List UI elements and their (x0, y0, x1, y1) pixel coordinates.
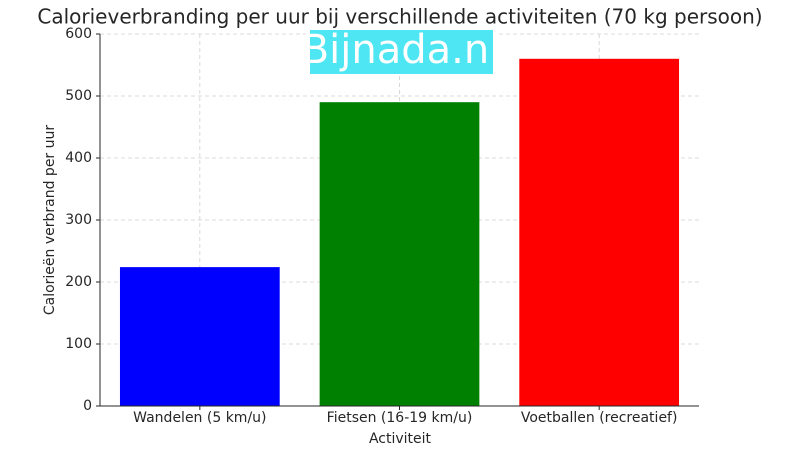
y-axis-label: Calorieën verbrand per uur (42, 125, 58, 316)
x-tick-label: Wandelen (5 km/u) (133, 410, 266, 426)
y-tick-label: 300 (65, 212, 92, 228)
watermark-background (310, 30, 493, 74)
y-tick-label: 0 (83, 398, 92, 414)
x-axis-label: Activiteit (369, 431, 432, 447)
y-tick-label: 200 (65, 274, 92, 290)
bar (319, 102, 480, 406)
bar (119, 267, 280, 406)
x-tick-label: Voetballen (recreatief) (521, 410, 678, 426)
chart-title: Calorieverbranding per uur bij verschill… (37, 5, 762, 29)
x-tick-label: Fietsen (16-19 km/u) (327, 410, 473, 426)
y-tick-label: 600 (65, 26, 92, 42)
watermark: Bijnada.nl (302, 27, 501, 73)
y-tick-label: 400 (65, 150, 92, 166)
y-tick-label: 500 (65, 88, 92, 104)
y-tick-label: 100 (65, 336, 92, 352)
bar (519, 58, 680, 407)
